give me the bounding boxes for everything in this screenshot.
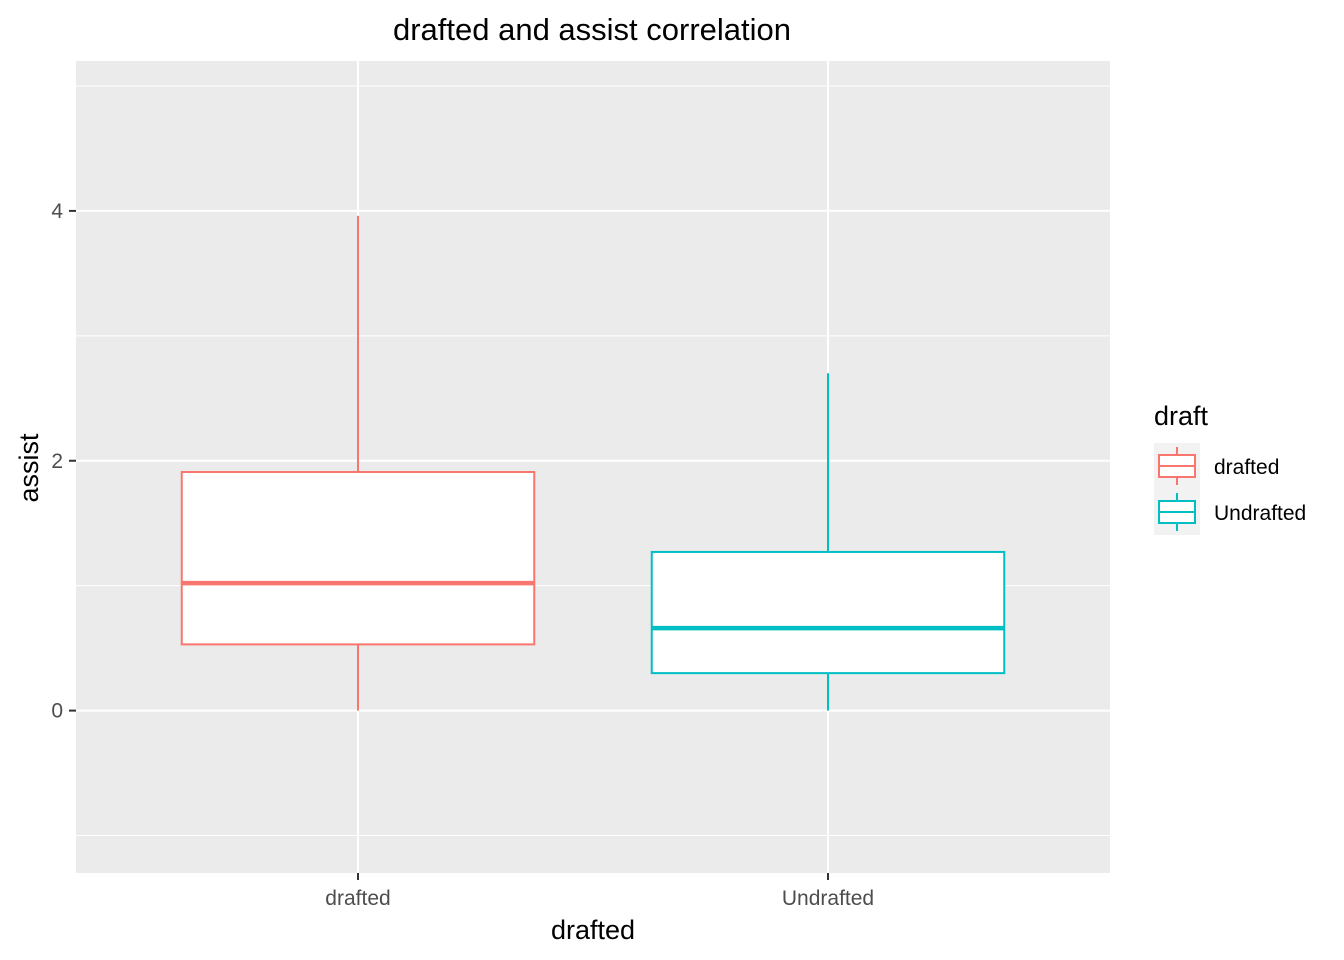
box-iqr xyxy=(650,550,1006,675)
x-axis: drafted Undrafted xyxy=(325,873,874,910)
x-tick-label: Undrafted xyxy=(782,887,874,910)
legend-title: draft xyxy=(1154,401,1209,431)
y-tick-label: 4 xyxy=(51,200,63,223)
legend-key-drafted: drafted xyxy=(1154,443,1279,489)
box-iqr xyxy=(180,470,536,646)
x-axis-title: drafted xyxy=(551,915,635,945)
boxplot-drafted xyxy=(180,215,536,711)
boxplots xyxy=(180,215,1006,711)
legend-label: Undrafted xyxy=(1214,502,1306,525)
y-axis: 0 2 4 xyxy=(51,200,76,723)
legend: draft drafted Undrafted xyxy=(1154,401,1306,535)
chart-title: drafted and assist correlation xyxy=(393,12,791,47)
legend-label: drafted xyxy=(1214,456,1279,479)
y-tick-label: 2 xyxy=(51,450,63,473)
x-tick-label: drafted xyxy=(325,887,390,910)
legend-key-undrafted: Undrafted xyxy=(1154,489,1306,535)
boxplot-undrafted xyxy=(650,373,1006,711)
plot-panel xyxy=(76,61,1110,873)
y-tick-label: 0 xyxy=(51,700,63,723)
y-axis-title: assist xyxy=(14,433,44,503)
